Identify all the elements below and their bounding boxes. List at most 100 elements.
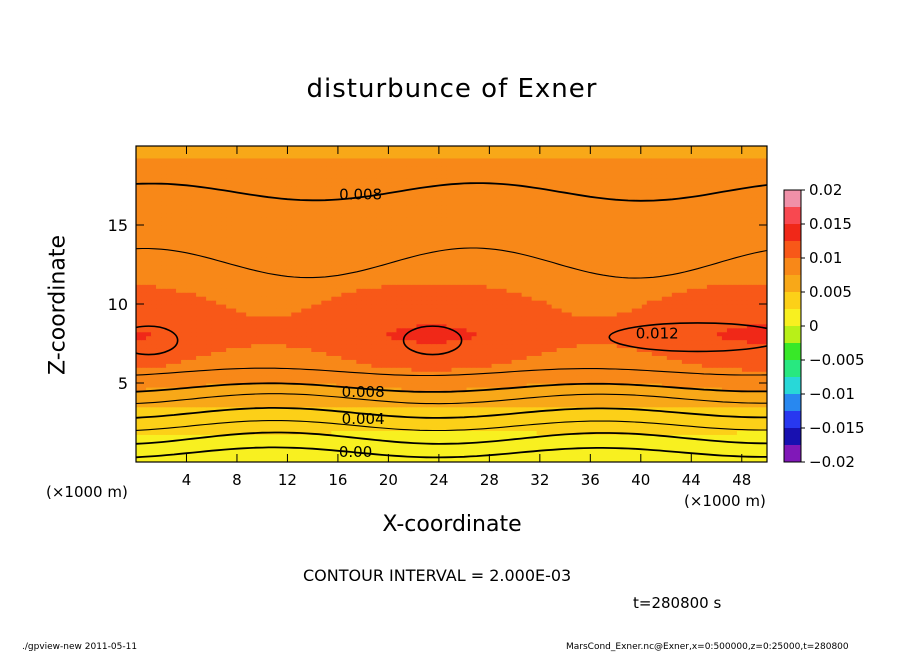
field-cell <box>226 454 232 459</box>
field-cell <box>691 414 698 420</box>
field-cell <box>521 319 528 325</box>
field-cell <box>536 430 543 435</box>
field-cell <box>591 434 598 439</box>
field-cell <box>496 394 503 400</box>
field-cell <box>656 311 663 317</box>
field-cell <box>681 386 688 392</box>
field-cell <box>561 422 568 428</box>
field-cell <box>701 375 708 380</box>
field-cell <box>376 418 382 424</box>
field-cell <box>316 454 322 459</box>
field-cell <box>516 363 523 368</box>
field-cell <box>661 458 668 462</box>
field-cell <box>166 375 172 380</box>
field-cell <box>401 323 408 329</box>
field-cell <box>601 343 608 349</box>
field-cell <box>396 375 403 380</box>
field-cell <box>391 311 398 317</box>
field-cell <box>146 402 152 408</box>
field-cell <box>591 331 598 337</box>
field-cell <box>366 434 372 439</box>
field-cell <box>306 339 312 345</box>
field-cell <box>196 339 202 345</box>
field-cell <box>221 304 227 309</box>
field-cell <box>181 383 187 388</box>
field-cell <box>511 379 518 384</box>
field-cell <box>321 311 327 317</box>
field-cell <box>606 343 613 349</box>
field-cell <box>556 418 563 424</box>
field-cell <box>136 450 142 455</box>
field-cell <box>231 363 237 368</box>
field-cell <box>181 379 187 384</box>
field-cell <box>321 351 327 356</box>
field-cell <box>321 331 327 337</box>
field-cell <box>156 406 162 412</box>
field-cell <box>386 398 393 404</box>
field-cell <box>231 390 237 396</box>
field-cell <box>736 343 743 349</box>
field-cell <box>146 315 152 321</box>
field-cell <box>396 304 403 309</box>
field-cell <box>256 454 262 459</box>
field-cell <box>271 410 277 416</box>
field-cell <box>366 398 372 404</box>
field-cell <box>451 386 458 392</box>
field-cell <box>716 430 723 435</box>
field-cell <box>686 446 693 451</box>
field-cell <box>381 375 387 380</box>
field-cell <box>641 438 648 443</box>
field-cell <box>256 398 262 404</box>
field-cell <box>656 319 663 325</box>
field-cell <box>486 363 493 368</box>
field-cell <box>691 335 698 341</box>
field-cell <box>181 398 187 404</box>
field-cell <box>696 450 703 455</box>
field-cell <box>466 434 473 439</box>
field-cell <box>351 398 357 404</box>
field-cell <box>556 438 563 443</box>
field-cell <box>456 335 463 341</box>
field-cell <box>496 379 503 384</box>
field-cell <box>466 430 473 435</box>
field-cell <box>221 422 227 428</box>
field-cell <box>316 351 322 356</box>
field-cell <box>601 394 608 400</box>
field-cell <box>741 307 748 313</box>
field-cell <box>481 319 488 325</box>
field-cell <box>591 426 598 431</box>
field-cell <box>211 410 217 416</box>
field-cell <box>721 315 728 321</box>
field-cell <box>366 438 372 443</box>
field-cell <box>196 331 202 337</box>
field-cell <box>241 450 247 455</box>
field-cell <box>491 347 498 352</box>
field-cell <box>386 323 393 329</box>
field-cell <box>286 402 292 408</box>
field-cell <box>701 359 708 364</box>
field-cell <box>401 375 408 380</box>
field-cell <box>416 426 423 431</box>
field-cell <box>661 398 668 404</box>
field-cell <box>566 379 573 384</box>
field-cell <box>526 430 533 435</box>
field-cell <box>731 394 738 400</box>
field-cell <box>701 319 708 325</box>
field-cell <box>526 311 533 317</box>
field-cell <box>221 394 227 400</box>
field-cell <box>656 323 663 329</box>
field-cell <box>181 418 187 424</box>
field-cell <box>461 327 468 333</box>
field-cell <box>451 394 458 400</box>
field-cell <box>511 406 518 412</box>
field-cell <box>486 383 493 388</box>
field-cell <box>276 371 282 376</box>
field-cell <box>371 331 377 337</box>
field-cell <box>431 304 438 309</box>
field-cell <box>541 311 548 317</box>
field-cell <box>526 351 533 356</box>
field-cell <box>426 394 433 400</box>
field-cell <box>501 304 508 309</box>
field-cell <box>196 359 202 364</box>
field-cell <box>381 351 387 356</box>
